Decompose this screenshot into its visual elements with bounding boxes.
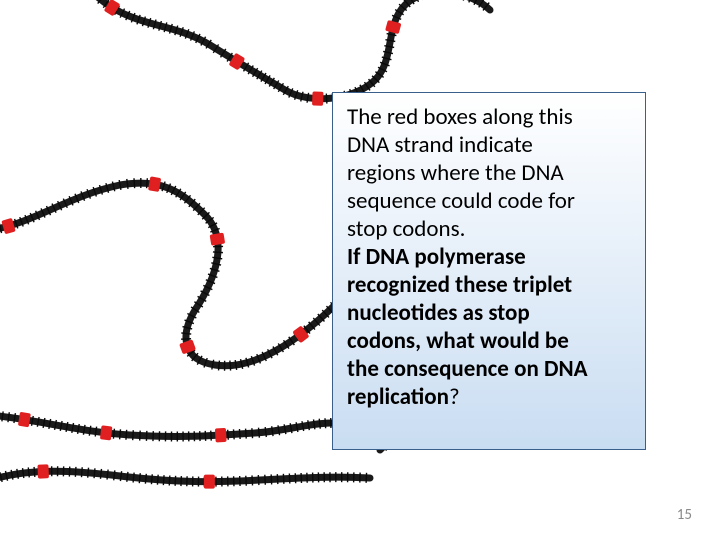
explanation-textbox: The red boxes along thisDNA strand indic… (332, 92, 646, 450)
stop-codon-marker (18, 412, 31, 428)
text-line: the consequence on DNA (347, 355, 631, 383)
stop-codon-marker (148, 176, 161, 192)
stop-codon-marker (385, 20, 401, 34)
text-line: sequence could code for (347, 187, 631, 215)
stop-codon-marker (312, 91, 323, 105)
paragraph-1: The red boxes along thisDNA strand indic… (347, 103, 631, 243)
text-line: regions where the DNA (347, 159, 631, 187)
stop-codon-marker (210, 233, 226, 246)
text-line: If DNA polymerase (347, 243, 631, 271)
text-line: stop codons. (347, 215, 631, 243)
page-number: 15 (677, 506, 692, 524)
text-line: replication? (347, 383, 631, 411)
stop-codon-marker (1, 218, 15, 235)
text-line: nucleotides as stop (347, 299, 631, 327)
paragraph-2: If DNA polymeraserecognized these triple… (347, 243, 631, 411)
stop-codon-marker (100, 425, 113, 440)
stop-codon-marker (215, 428, 227, 443)
text-line: DNA strand indicate (347, 131, 631, 159)
text-line: The red boxes along this (347, 103, 631, 131)
stop-codon-marker (37, 464, 49, 478)
text-line: codons, what would be (347, 327, 631, 355)
text-line: recognized these triplet (347, 271, 631, 299)
stop-codon-marker (204, 475, 215, 489)
